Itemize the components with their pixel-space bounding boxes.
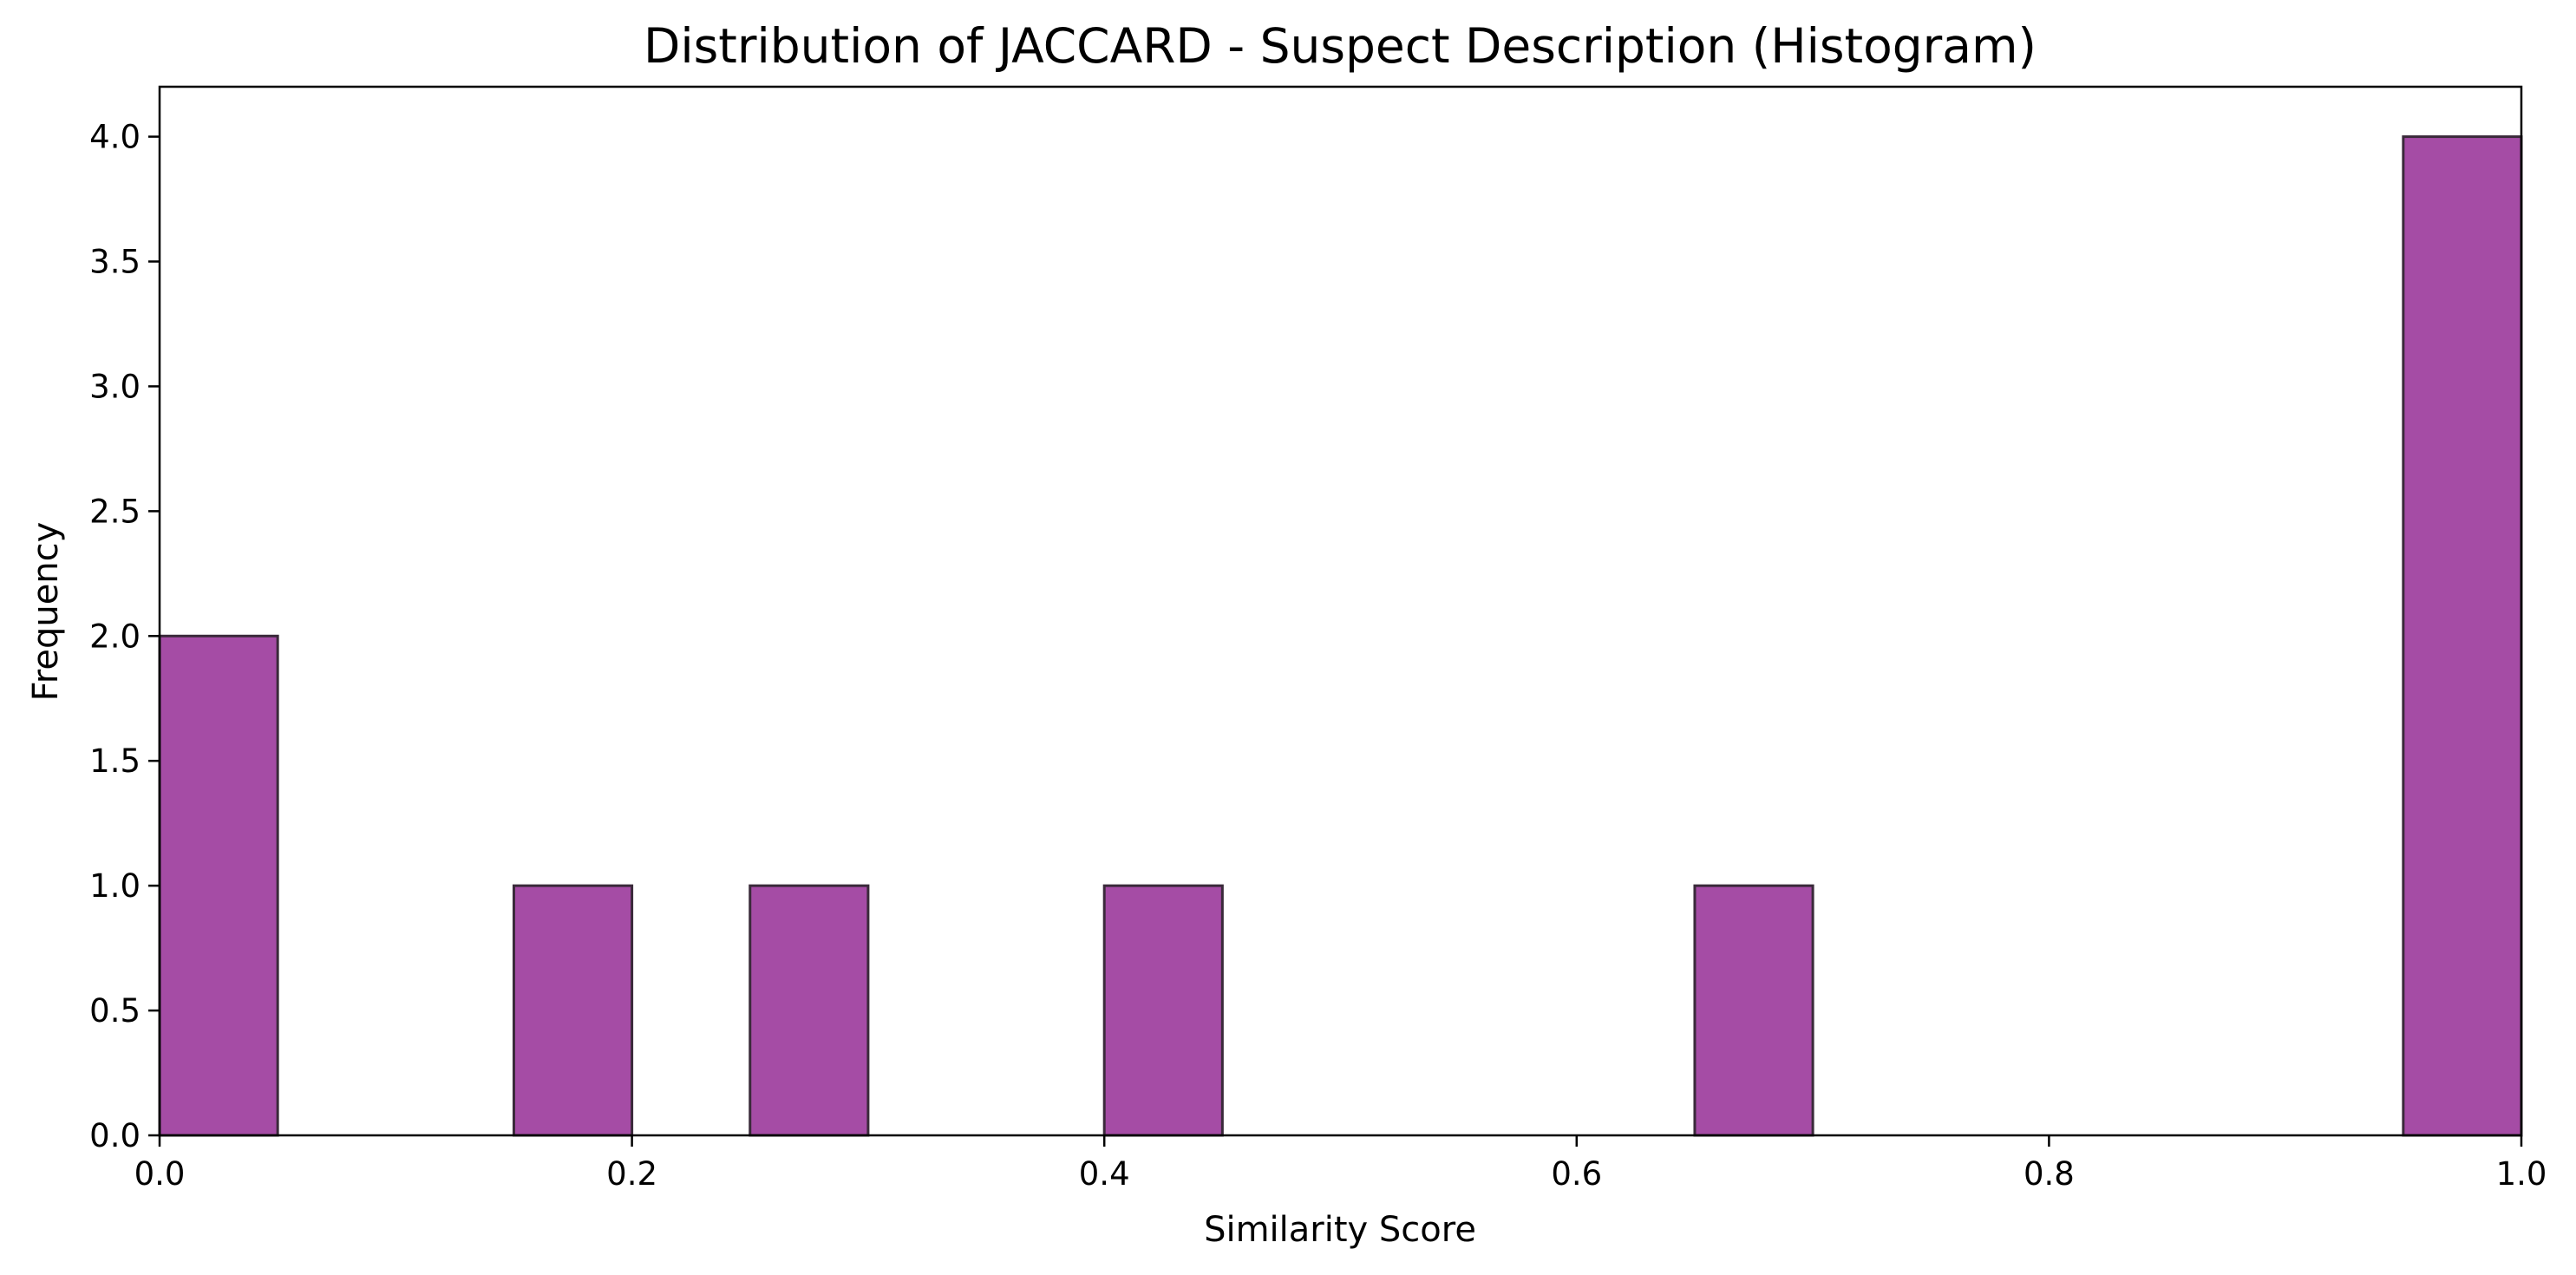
x-axis-label: Similarity Score xyxy=(1204,1210,1476,1250)
histogram-bar-2 xyxy=(749,884,870,1137)
plot-frame xyxy=(158,85,2523,1137)
x-tick-label-5: 1.0 xyxy=(2496,1155,2547,1193)
y-axis-ticks: 0.0 0.5 1.0 1.5 2.0 2.5 3.0 3.5 4.0 xyxy=(89,119,160,1154)
x-tick-label-3: 0.6 xyxy=(1551,1155,1602,1193)
x-axis-ticks: 0.0 0.2 0.4 0.6 0.8 1.0 xyxy=(134,1135,2547,1193)
histogram-bar-5 xyxy=(2402,135,2523,1137)
chart-title: Distribution of JACCARD - Suspect Descri… xyxy=(644,18,2037,74)
y-tick-label-5: 2.5 xyxy=(89,493,141,530)
y-tick-label-0: 0.0 xyxy=(89,1117,141,1154)
y-tick-label-1: 0.5 xyxy=(89,992,141,1030)
x-tick-label-1: 0.2 xyxy=(606,1155,657,1193)
y-tick-label-3: 1.5 xyxy=(89,742,141,780)
bars-group xyxy=(158,135,2523,1137)
y-tick-label-2: 1.0 xyxy=(89,867,141,905)
histogram-bar-3 xyxy=(1102,884,1224,1137)
y-axis-label: Frequency xyxy=(26,522,66,702)
y-tick-label-7: 3.5 xyxy=(89,244,141,281)
x-tick-label-0: 0.0 xyxy=(134,1155,186,1193)
y-tick-label-4: 2.0 xyxy=(89,618,141,655)
y-tick-label-6: 3.0 xyxy=(89,368,141,405)
histogram-bar-0 xyxy=(158,634,279,1137)
x-tick-label-4: 0.8 xyxy=(2024,1155,2075,1193)
x-tick-label-2: 0.4 xyxy=(1079,1155,1130,1193)
y-tick-label-8: 4.0 xyxy=(89,119,141,156)
histogram-bar-1 xyxy=(512,884,634,1137)
histogram-bar-4 xyxy=(1693,884,1814,1137)
